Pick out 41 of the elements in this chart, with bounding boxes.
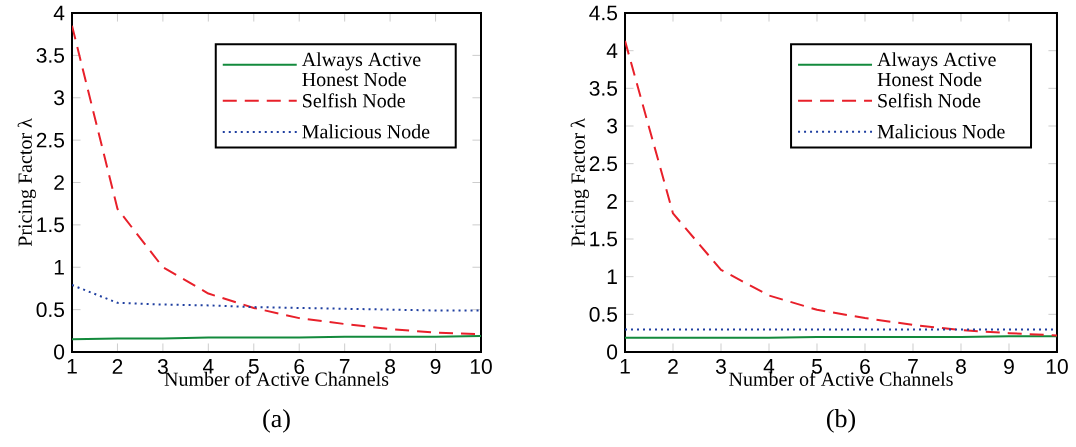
x-tick-label: 6 — [860, 359, 870, 374]
y-tick-label: 4.5 — [589, 5, 618, 21]
legend-label: Selfish Node — [303, 93, 405, 108]
x-tick-label: 10 — [1046, 359, 1068, 374]
y-tick-label: 1 — [54, 260, 64, 275]
y-tick-label: 2 — [54, 175, 64, 190]
legend-label: Selfish Node — [878, 93, 981, 108]
legend-label: Always Active Honest Node — [301, 52, 421, 87]
text: (b) — [826, 409, 856, 433]
y-axis-title: Pricing Factor λ — [570, 118, 590, 247]
y-tick-label: 0.5 — [36, 302, 65, 318]
text: (a) — [263, 409, 290, 433]
y-tick-label: 2 — [607, 194, 617, 209]
y-tick-label: 3 — [54, 90, 65, 106]
y-tick-label: 1 — [607, 269, 617, 284]
y-tick-label: 2.5 — [36, 132, 65, 148]
y-tick-label: 0 — [607, 344, 618, 360]
y-tick-label: 1.5 — [590, 231, 618, 247]
y-tick-label: 1.5 — [37, 217, 65, 233]
y-tick-label: 4 — [53, 5, 65, 21]
y-tick-label: 3 — [607, 118, 618, 134]
y-tick-label: 3.5 — [589, 80, 618, 96]
x-tick-label: 1 — [67, 359, 77, 374]
x-tick-label: 2 — [668, 359, 678, 374]
x-tick-label: 6 — [294, 359, 305, 374]
x-tick-label: 9 — [430, 359, 441, 374]
x-tick-label: 10 — [470, 359, 492, 374]
y-tick-label: 0 — [54, 344, 65, 360]
x-tick-label: 9 — [1004, 359, 1014, 374]
y-tick-label: 0.5 — [589, 306, 618, 322]
x-tick-label: 8 — [956, 359, 966, 374]
y-axis-title: Pricing Factor λ — [17, 118, 37, 247]
x-tick-label: 1 — [620, 359, 630, 374]
y-tick-label: 3.5 — [36, 47, 65, 63]
x-tick-label: 3 — [715, 359, 726, 374]
x-tick-label: 2 — [112, 359, 123, 374]
legend-label: Malicious Node — [877, 124, 1005, 139]
y-tick-label: 2.5 — [589, 156, 618, 172]
legend-label: Malicious Node — [302, 124, 430, 139]
legend-label: Always Active Honest Node — [877, 52, 996, 87]
y-tick-label: 4 — [606, 43, 618, 58]
